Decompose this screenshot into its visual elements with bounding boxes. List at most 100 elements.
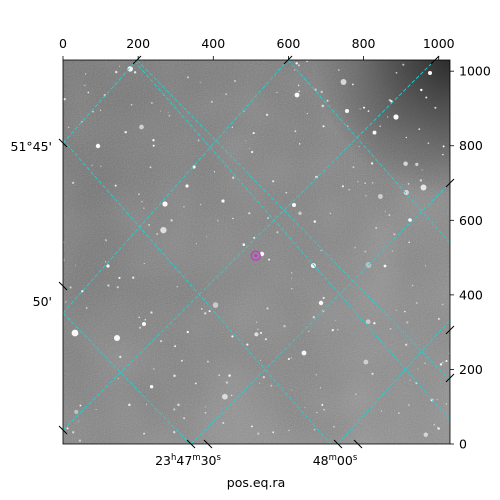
star: [405, 136, 407, 139]
star: [130, 103, 133, 106]
star: [313, 220, 317, 223]
star: [99, 109, 102, 111]
star: [448, 352, 450, 354]
star: [141, 200, 143, 203]
star: [78, 420, 80, 422]
x-axis-label: pos.eq.ra: [227, 475, 285, 490]
bright-star: [71, 329, 79, 337]
star: [173, 374, 176, 378]
bright-star: [292, 203, 296, 207]
top-tick-label: 1000: [423, 36, 455, 51]
sky-image: [63, 60, 450, 444]
star: [367, 110, 370, 112]
star: [152, 139, 155, 142]
star: [445, 359, 448, 363]
star: [265, 113, 269, 117]
star: [398, 412, 400, 414]
star: [407, 183, 410, 185]
star: [404, 310, 406, 313]
star: [411, 284, 414, 287]
world-tick: [445, 373, 455, 383]
star: [266, 307, 269, 310]
star: [387, 116, 389, 118]
star: [403, 161, 408, 166]
star: [445, 403, 447, 405]
star: [257, 328, 259, 331]
star: [405, 321, 409, 324]
star: [320, 249, 323, 252]
star: [257, 432, 260, 435]
star: [151, 102, 153, 104]
star: [139, 124, 144, 130]
star: [91, 164, 93, 166]
star: [133, 71, 137, 74]
star: [124, 130, 127, 134]
star: [388, 214, 391, 216]
world-tick: [58, 138, 68, 148]
star: [415, 301, 418, 305]
star: [84, 73, 87, 75]
world-tick: [186, 439, 196, 449]
image-frame: [62, 59, 451, 445]
star: [340, 79, 347, 85]
star: [321, 104, 325, 108]
star: [306, 113, 308, 115]
star: [128, 403, 131, 407]
grid-line: [136, 60, 450, 381]
grid-line: [63, 312, 191, 444]
star: [250, 150, 254, 154]
bright-star: [162, 201, 168, 207]
star: [258, 382, 261, 384]
grid-line: [63, 60, 289, 314]
star: [119, 65, 121, 67]
star: [232, 217, 234, 220]
star: [421, 169, 423, 171]
star: [418, 128, 421, 131]
star: [272, 431, 275, 434]
star: [379, 125, 381, 128]
bright-star: [301, 350, 307, 356]
star: [442, 153, 444, 156]
star: [168, 114, 171, 117]
star: [259, 359, 262, 362]
star: [295, 62, 298, 65]
star: [173, 408, 176, 411]
grid-line: [132, 60, 450, 421]
star: [160, 226, 167, 234]
star: [231, 176, 235, 179]
star: [298, 143, 301, 145]
star: [331, 328, 334, 332]
star: [230, 394, 233, 397]
bright-star: [192, 165, 196, 169]
star: [176, 286, 178, 288]
grid-line: [190, 182, 450, 444]
star: [439, 363, 443, 366]
star: [248, 148, 250, 150]
star: [138, 316, 141, 319]
star: [272, 180, 275, 183]
star: [92, 111, 94, 113]
star: [390, 99, 393, 103]
star: [199, 203, 202, 206]
star: [119, 355, 122, 359]
world-tick: [430, 55, 440, 65]
star: [437, 426, 439, 429]
star: [290, 357, 293, 359]
star: [433, 423, 436, 426]
star: [218, 374, 221, 377]
star: [405, 343, 408, 346]
bright-star: [345, 109, 349, 113]
star: [298, 90, 300, 93]
star: [403, 189, 409, 195]
star: [423, 432, 429, 437]
star: [254, 332, 259, 337]
star: [78, 439, 82, 442]
star: [69, 286, 72, 289]
star: [319, 387, 321, 389]
star: [294, 130, 297, 133]
star: [372, 130, 377, 135]
star: [437, 317, 440, 320]
star: [255, 321, 258, 323]
world-tick: [445, 325, 455, 335]
star: [211, 101, 213, 103]
